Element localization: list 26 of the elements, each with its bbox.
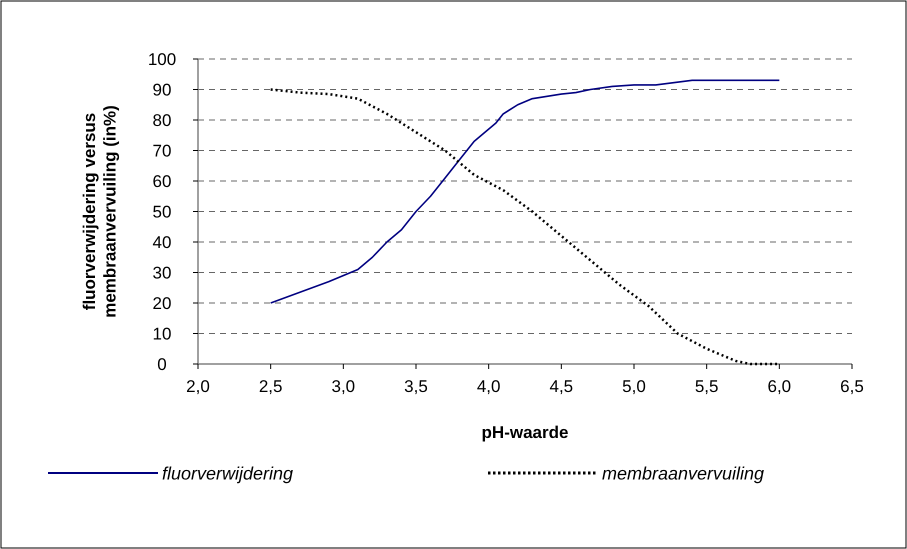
y-tick-label: 20 (152, 294, 172, 313)
x-tick-label: 2,0 (186, 377, 210, 396)
y-tick-label: 70 (152, 141, 172, 160)
x-axis-title: pH-waarde (482, 423, 568, 442)
y-tick-label: 40 (152, 232, 172, 252)
y-tick-label: 60 (152, 172, 172, 191)
y-tick-label: 0 (157, 354, 167, 374)
x-tick-label: 6,0 (768, 377, 792, 396)
legend-label: membraanvervuiling (602, 463, 764, 484)
y-tick-label: 90 (152, 80, 172, 100)
x-tick-label: 3,0 (332, 377, 356, 396)
y-tick-label: 30 (152, 263, 172, 282)
legend-label: fluorverwijdering (162, 463, 294, 484)
x-tick-label: 4,0 (476, 377, 500, 396)
line-series (270, 80, 780, 304)
y-axis-title: fluorverwijdering versus membraanvervuiling (in%) (80, 105, 120, 318)
y-tick-label: 50 (152, 202, 172, 222)
x-tick-label: 5,0 (622, 377, 646, 396)
x-tick-label: 6,5 (840, 377, 864, 396)
x-tick-label: 5,5 (694, 377, 718, 396)
x-tick-label: 4,5 (550, 377, 574, 396)
x-tick-label: 2,5 (258, 377, 282, 396)
y-tick-label: 10 (152, 324, 172, 344)
y-tick-label: 100 (148, 50, 176, 69)
x-tick-label: 3,5 (404, 377, 428, 396)
y-tick-label: 80 (152, 110, 172, 130)
